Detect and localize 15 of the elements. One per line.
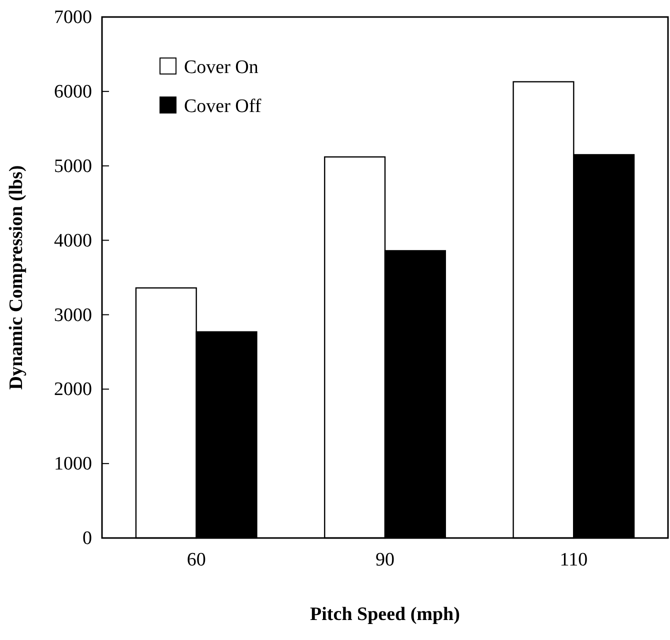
legend-label: Cover On: [184, 57, 259, 78]
y-tick-label: 1000: [54, 454, 92, 475]
y-tick-label: 4000: [54, 230, 92, 252]
y-tick-label: 5000: [54, 156, 92, 177]
y-tick-label: 0: [82, 528, 92, 550]
x-tick-label: 90: [376, 549, 394, 570]
y-tick-label: 7000: [54, 7, 92, 28]
y-tick-label: 6000: [54, 82, 92, 103]
y-tick-label: 3000: [54, 304, 92, 326]
y-axis-title: Dynamic Compression (lbs): [6, 165, 27, 390]
legend-label: Cover Off: [184, 96, 262, 117]
x-axis-title: Pitch Speed (mph): [310, 604, 460, 625]
x-tick-label: 110: [560, 549, 588, 570]
y-tick-label: 2000: [54, 379, 92, 400]
x-tick-label: 60: [186, 549, 206, 570]
